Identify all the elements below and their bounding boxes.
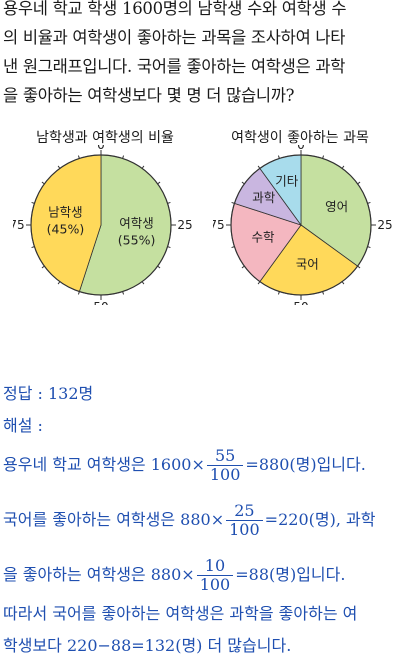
pie-tick [167,201,171,204]
pie-tick [341,281,345,285]
pie-slices-gender [30,154,172,296]
pie-tick-label: 0 [97,145,105,152]
pie-tick-label: 75 [13,218,25,232]
slice-label: 남학생 [48,204,83,219]
pie-tick [257,165,261,169]
pie-tick-label: 25 [177,218,192,232]
pie-tick [341,165,345,169]
pie-tick [231,201,235,204]
pie-tick-label: 0 [297,145,305,152]
pie-tick [357,181,361,185]
pie-tick [277,291,280,295]
pie-tick [57,165,61,169]
pie-tick-label: 75 [213,218,225,232]
pie-tick [77,155,80,159]
pie-slices-subject [230,154,372,296]
pie-tick-label: 25 [377,218,392,232]
pie-tick [167,246,171,249]
pie-tick [367,201,371,204]
pie-tick [57,281,61,285]
pie-tick [157,181,161,185]
pie-tick [41,265,45,269]
fraction: 10 100 [196,557,234,594]
chart-title-gender: 남학생과 여학생의 비율 [36,130,174,146]
pie-tick [241,265,245,269]
fraction: 25 100 [226,502,263,539]
solution-line-3: 을 좋아하는 여학생은 880× 10 100 =88(명)입니다. [3,556,346,594]
slice-percent-label: (45%) [47,221,85,236]
pie-tick [122,155,125,159]
solution-line-2: 국어를 좋아하는 여학생은 880× 25 100 =220(명), 과학 [3,501,376,539]
slice-label: 기타 [275,173,299,188]
explanation-label: 해설 : [3,416,43,435]
slice-label: 여학생 [119,216,154,231]
pie-tick [357,265,361,269]
pie-tick [257,281,261,285]
pie-tick [141,281,145,285]
pie-tick [41,181,45,185]
question-line: 의 비율과 여학생이 좋아하는 과목을 조사하여 나타 [3,28,346,47]
solution-line-5: 학생보다 220−88=132(명) 더 많습니다. [3,636,292,655]
pie-tick [157,265,161,269]
pie-tick [241,181,245,185]
pie-tick [122,291,125,295]
slice-label: 과학 [252,190,276,205]
pie-tick [231,246,235,249]
pie-tick-label: 50 [293,300,308,305]
pie-labels-gender: 여학생 (55%) 남학생 (45%) [47,204,156,247]
question-line: 용우네 학교 학생 1600명의 남학생 수와 여학생 수 [3,0,347,18]
pie-tick [31,246,35,249]
pie-tick [141,165,145,169]
pie-tick [322,291,325,295]
pie-tick [277,155,280,159]
answer: 정답 : 132명 [3,384,94,403]
question-line: 을 좋아하는 여학생보다 몇 명 더 많습니까? [3,86,295,105]
slice-percent-label: (55%) [118,233,156,248]
pie-tick [322,155,325,159]
pie-tick [367,246,371,249]
pie-tick [77,291,80,295]
slice-label: 국어 [296,257,319,272]
solution-line-1: 용우네 학교 여학생은 1600× 55 100 =880(명)입니다. [3,446,366,484]
slice-label: 수학 [251,229,275,244]
chart-title-subject: 여학생이 좋아하는 과목 [231,130,369,146]
question-line: 낸 원그래프입니다. 국어를 좋아하는 여학생은 과학 [3,57,346,76]
solution-line-4: 따라서 국어를 좋아하는 여학생은 과학을 좋아하는 여 [3,604,358,623]
slice-label: 영어 [325,199,348,214]
pie-tick-label: 50 [93,300,108,305]
fraction: 55 100 [206,447,244,484]
question-text: 용우네 학교 학생 1600명의 남학생 수와 여학생 수 의 비율과 여학생이… [3,0,397,110]
pie-tick [31,201,35,204]
pie-chart-gender: 여학생 (55%) 남학생 (45%) 0 25 50 75 [13,145,193,305]
